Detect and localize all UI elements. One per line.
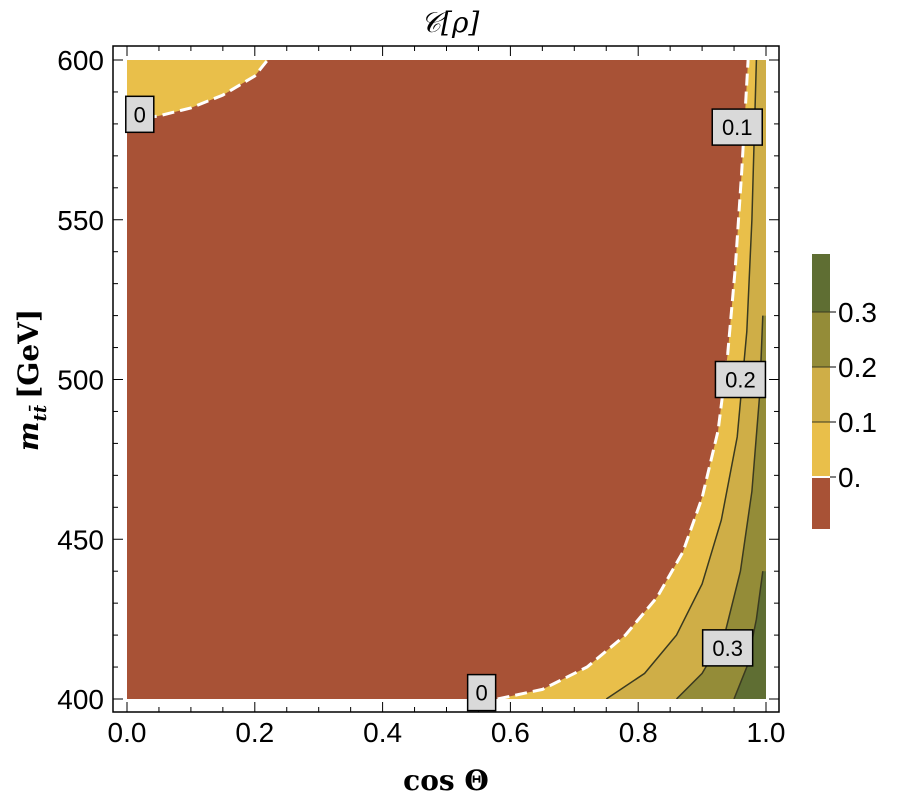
x-axis-label: cos Θ bbox=[403, 764, 489, 797]
contour-label-box bbox=[466, 673, 497, 712]
x-tick-label: 0.4 bbox=[363, 717, 402, 748]
region-level-0.2-0.3 bbox=[676, 315, 766, 699]
y-tick-label: 550 bbox=[57, 205, 104, 236]
y-tick-label: 450 bbox=[57, 524, 104, 555]
legend-swatch bbox=[812, 422, 830, 477]
contour-label: 0.1 bbox=[711, 108, 763, 146]
chart-title-text: 𝒞[ρ] bbox=[421, 6, 480, 39]
svg-text:mtt̄[GeV]: mtt̄ [GeV] bbox=[12, 309, 51, 451]
color-legend: 0.3 0.2 0.1 0. bbox=[812, 254, 877, 529]
contour-label-text: 0.3 bbox=[712, 636, 743, 661]
y-axis-label-sub: tt̄ bbox=[29, 404, 51, 421]
y-axis-label: mtt̄ [GeV] bbox=[12, 309, 51, 451]
contour-label-box bbox=[711, 108, 763, 146]
region-level-0.1-0.2 bbox=[606, 60, 766, 699]
contour-label-text: 0.1 bbox=[722, 115, 753, 140]
contour-label-text: 0.2 bbox=[725, 368, 756, 393]
y-tick-label: 500 bbox=[57, 365, 104, 396]
chart-title: 𝒞[ρ] bbox=[421, 6, 480, 39]
axis-ticks bbox=[113, 46, 779, 712]
contour-label-text: 0 bbox=[476, 681, 488, 706]
x-tick-label: 0.6 bbox=[491, 717, 530, 748]
legend-label: 0.1 bbox=[838, 407, 877, 438]
y-tick-label: 400 bbox=[57, 684, 104, 715]
legend-label: 0.3 bbox=[838, 297, 877, 328]
y-tick-labels: 400 450 500 550 600 bbox=[57, 45, 104, 715]
legend-swatch bbox=[812, 254, 830, 312]
y-axis-label-unit: [GeV] bbox=[12, 309, 45, 399]
x-tick-label: 0.0 bbox=[108, 717, 147, 748]
contour-label-text: 0 bbox=[134, 102, 146, 127]
contour-label: 0.3 bbox=[701, 629, 754, 667]
contour-line-0.1 bbox=[605, 60, 758, 699]
region-level-below-0 bbox=[127, 60, 749, 699]
x-tick-labels: 0.0 0.2 0.4 0.6 0.8 1.0 bbox=[108, 717, 786, 748]
y-tick-label: 600 bbox=[57, 45, 104, 76]
contour-labels: 0 0.1 0.2 0.3 0 bbox=[125, 95, 767, 712]
legend-label: 0.2 bbox=[838, 352, 877, 383]
contour-label-box bbox=[701, 629, 754, 667]
legend-swatch bbox=[812, 477, 830, 529]
x-tick-label: 1.0 bbox=[747, 717, 786, 748]
contour-label: 0 bbox=[125, 95, 155, 134]
x-tick-label: 0.2 bbox=[235, 717, 274, 748]
contour-label: 0.2 bbox=[714, 360, 767, 399]
contour-line-0-bottom bbox=[497, 60, 750, 699]
plot-region bbox=[127, 60, 766, 699]
contour-label: 0 bbox=[466, 673, 497, 712]
legend-label: 0. bbox=[838, 462, 861, 493]
x-tick-label: 0.8 bbox=[619, 717, 658, 748]
y-axis-label-main: m bbox=[12, 421, 45, 451]
legend-swatch bbox=[812, 367, 830, 422]
region-level-above-0.3 bbox=[734, 571, 766, 699]
contour-label-box bbox=[125, 95, 155, 134]
legend-swatch bbox=[812, 312, 830, 367]
contour-label-box bbox=[714, 360, 767, 399]
